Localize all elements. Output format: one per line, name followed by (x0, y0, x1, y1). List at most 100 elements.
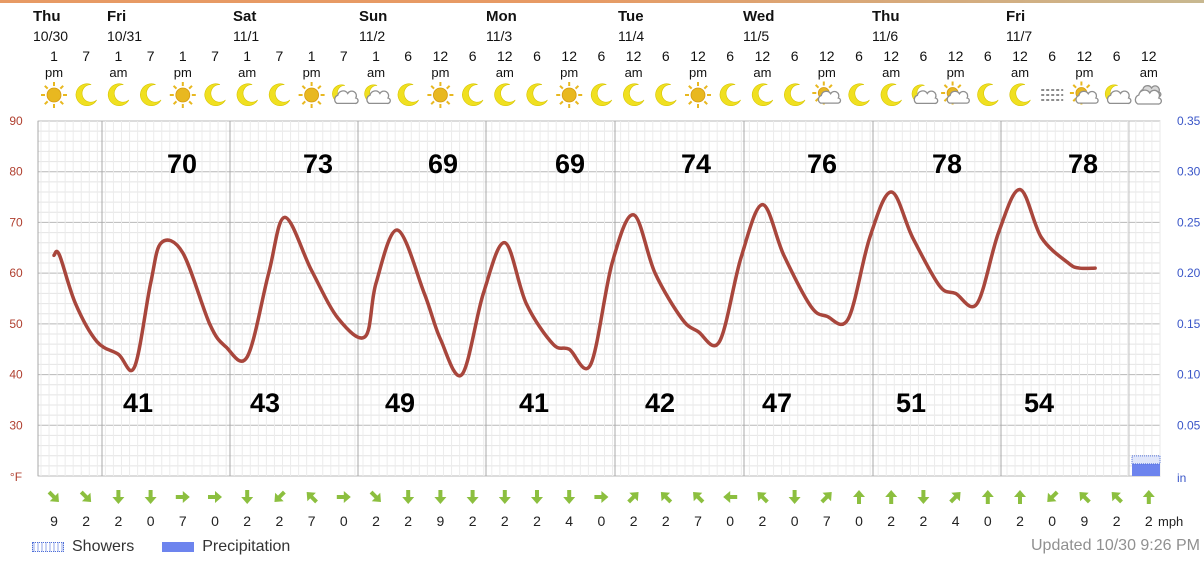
wind-arrow (175, 491, 190, 503)
wind-speed-value: 2 (662, 513, 670, 529)
wind-speed-value: 2 (920, 513, 928, 529)
day-name: Fri (1006, 8, 1025, 25)
sun-disc (175, 87, 191, 103)
wind-arrow-shape (1079, 492, 1091, 504)
wind-arrow-shape (144, 490, 157, 504)
moon-shape (784, 83, 806, 106)
daily-low-label: 41 (519, 388, 549, 418)
wind-arrow (306, 492, 318, 504)
sun-ray (44, 100, 49, 105)
hour-number: 12 (433, 48, 449, 64)
hour-number: 7 (276, 48, 284, 64)
wind-speed-value: 7 (823, 513, 831, 529)
wind-arrow-shape (306, 492, 318, 504)
hour-ampm: pm (818, 65, 836, 80)
sun-ray (430, 100, 435, 105)
hour-number: 7 (147, 48, 155, 64)
temperature-tick-label: 70 (9, 215, 23, 229)
moon-icon (751, 83, 774, 106)
hour-number: 7 (340, 48, 348, 64)
daily-low-label: 43 (250, 388, 280, 418)
wind-speed-value: 0 (855, 513, 863, 529)
sun-ray (943, 84, 949, 89)
plot-background (37, 120, 1161, 477)
wind-speeds: 9 2 2 0 7 0 2 2 7 0 2 2 9 2 2 2 4 0 2 2 7 0 2 0 7 0 2 2 4 0 2 0 9 2 2 mph (50, 513, 1183, 529)
precipitation-bars (1131, 455, 1161, 476)
wind-arrow-shape (1047, 490, 1059, 502)
wind-arrow (853, 490, 865, 504)
sun-ray (688, 85, 693, 90)
wind-direction-arrows (47, 490, 1155, 504)
cloud-shape (817, 90, 842, 104)
wind-arrow (208, 491, 222, 503)
temperature-tick-label: 60 (9, 266, 23, 280)
wind-arrow (47, 490, 59, 502)
sun-ray (828, 84, 833, 89)
showers-swatch (32, 542, 64, 552)
wind-speed-value: 2 (276, 513, 284, 529)
cloud-shape (1075, 90, 1099, 104)
sun-disc (690, 87, 706, 103)
hour-ampm: pm (431, 65, 449, 80)
sun-ray (957, 84, 962, 89)
day-date: 10/30 (33, 28, 68, 44)
precipitation-tick-label: 0.20 (1177, 266, 1201, 280)
day-name: Wed (743, 8, 774, 25)
wind-speed-value: 0 (1048, 513, 1056, 529)
hour-number: 6 (791, 48, 799, 64)
sun-icon (298, 82, 325, 108)
hour-number: 6 (855, 48, 863, 64)
sun-ray (559, 85, 564, 90)
moon-icon (1009, 83, 1031, 106)
sun-icon (685, 82, 711, 108)
moon-cloud-icon (911, 84, 939, 105)
hour-number: 6 (1048, 48, 1056, 64)
wind-arrow-shape (1014, 490, 1026, 504)
day-date: 11/4 (618, 28, 644, 44)
moon-shape (397, 83, 419, 106)
day-name: Sun (359, 8, 387, 25)
day-name: Thu (33, 8, 61, 25)
moon-shape (107, 83, 130, 106)
moon-icon (397, 83, 419, 106)
sun-disc (304, 87, 320, 103)
precipitation-tick-label: 0.15 (1177, 317, 1201, 331)
wind-arrow (594, 491, 609, 503)
sun-ray (1072, 84, 1077, 89)
precipitation-tick-label: 0.35 (1177, 114, 1201, 128)
wind-speed-value: 4 (565, 513, 573, 529)
hour-number: 7 (82, 48, 90, 64)
wind-arrow-shape (917, 490, 930, 504)
sun-ray (703, 100, 708, 105)
precipitation-tick-label: 0.25 (1177, 215, 1201, 229)
wind-speed-value: 2 (630, 513, 638, 529)
wind-arrow (757, 492, 769, 504)
moon-shape (462, 83, 484, 106)
moon-icon (848, 83, 870, 106)
wind-speed-value: 2 (469, 513, 477, 529)
cloud-shape (1106, 90, 1132, 105)
moon-icon (977, 83, 999, 106)
wind-speed-value: 2 (372, 513, 380, 529)
wind-arrow (274, 490, 286, 502)
wind-arrow (660, 492, 673, 504)
sun-ray (301, 85, 306, 90)
moon-shape (236, 83, 258, 106)
sun-ray (59, 85, 64, 90)
sun-ray (446, 85, 451, 90)
wind-arrow-shape (693, 492, 705, 504)
hour-number: 12 (883, 48, 899, 64)
precipitation-tick-label: 0.10 (1177, 368, 1201, 382)
wind-arrow (402, 490, 415, 504)
daily-low-labels: 41 43 49 41 42 47 51 54 (123, 388, 1054, 418)
partly-sunny-icon (941, 81, 970, 105)
temperature-tick-label: 50 (9, 317, 23, 331)
hour-number: 12 (755, 48, 771, 64)
day-date: 10/31 (107, 28, 142, 44)
hour-ampm: am (753, 65, 771, 80)
sun-ray (172, 100, 178, 105)
wind-arrow (949, 492, 961, 504)
legend-showers: Showers (32, 538, 134, 556)
wind-arrow-shape (820, 492, 832, 504)
wind-speed-value: 2 (759, 513, 767, 529)
